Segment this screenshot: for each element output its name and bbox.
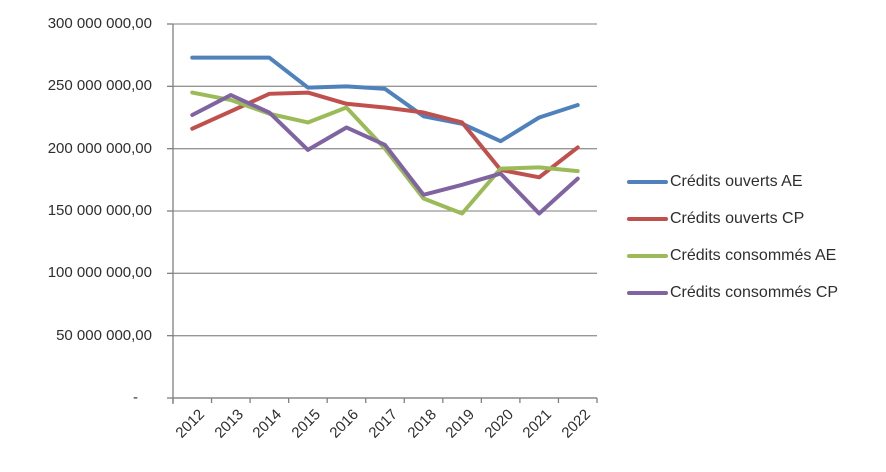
legend-item-credits-consommes-cp: Crédits consommés CP <box>627 274 838 311</box>
legend-line-swatch <box>627 290 668 295</box>
y-tick-label: 100 000 000,00 <box>47 264 152 282</box>
legend: Crédits ouverts AE Crédits ouverts CP Cr… <box>627 163 838 311</box>
series-line <box>190 93 580 216</box>
series-line <box>190 55 580 144</box>
legend-label: Crédits consommés CP <box>670 283 839 301</box>
legend-label: Crédits consommés AE <box>670 246 837 264</box>
series-line <box>190 90 580 216</box>
y-tick-label: 300 000 000,00 <box>47 15 152 32</box>
legend-line-swatch <box>627 216 668 221</box>
y-tick-label: 150 000 000,00 <box>47 202 152 219</box>
legend-item-credits-ouverts-ae: Crédits ouverts AE <box>627 163 838 200</box>
y-tick-label: 250 000 000,00 <box>47 77 152 95</box>
y-tick-label-zero: - <box>133 389 138 406</box>
series-line <box>190 90 580 180</box>
legend-line-swatch <box>627 179 668 184</box>
legend-line-swatch <box>627 253 668 258</box>
legend-label: Crédits ouverts CP <box>670 209 805 227</box>
y-tick-label: 200 000 000,00 <box>47 139 152 157</box>
y-tick-label: 50 000 000,00 <box>56 326 152 344</box>
legend-label: Crédits ouverts AE <box>670 172 803 190</box>
legend-item-credits-ouverts-cp: Crédits ouverts CP <box>627 200 838 237</box>
legend-item-credits-consommes-ae: Crédits consommés AE <box>627 237 838 274</box>
